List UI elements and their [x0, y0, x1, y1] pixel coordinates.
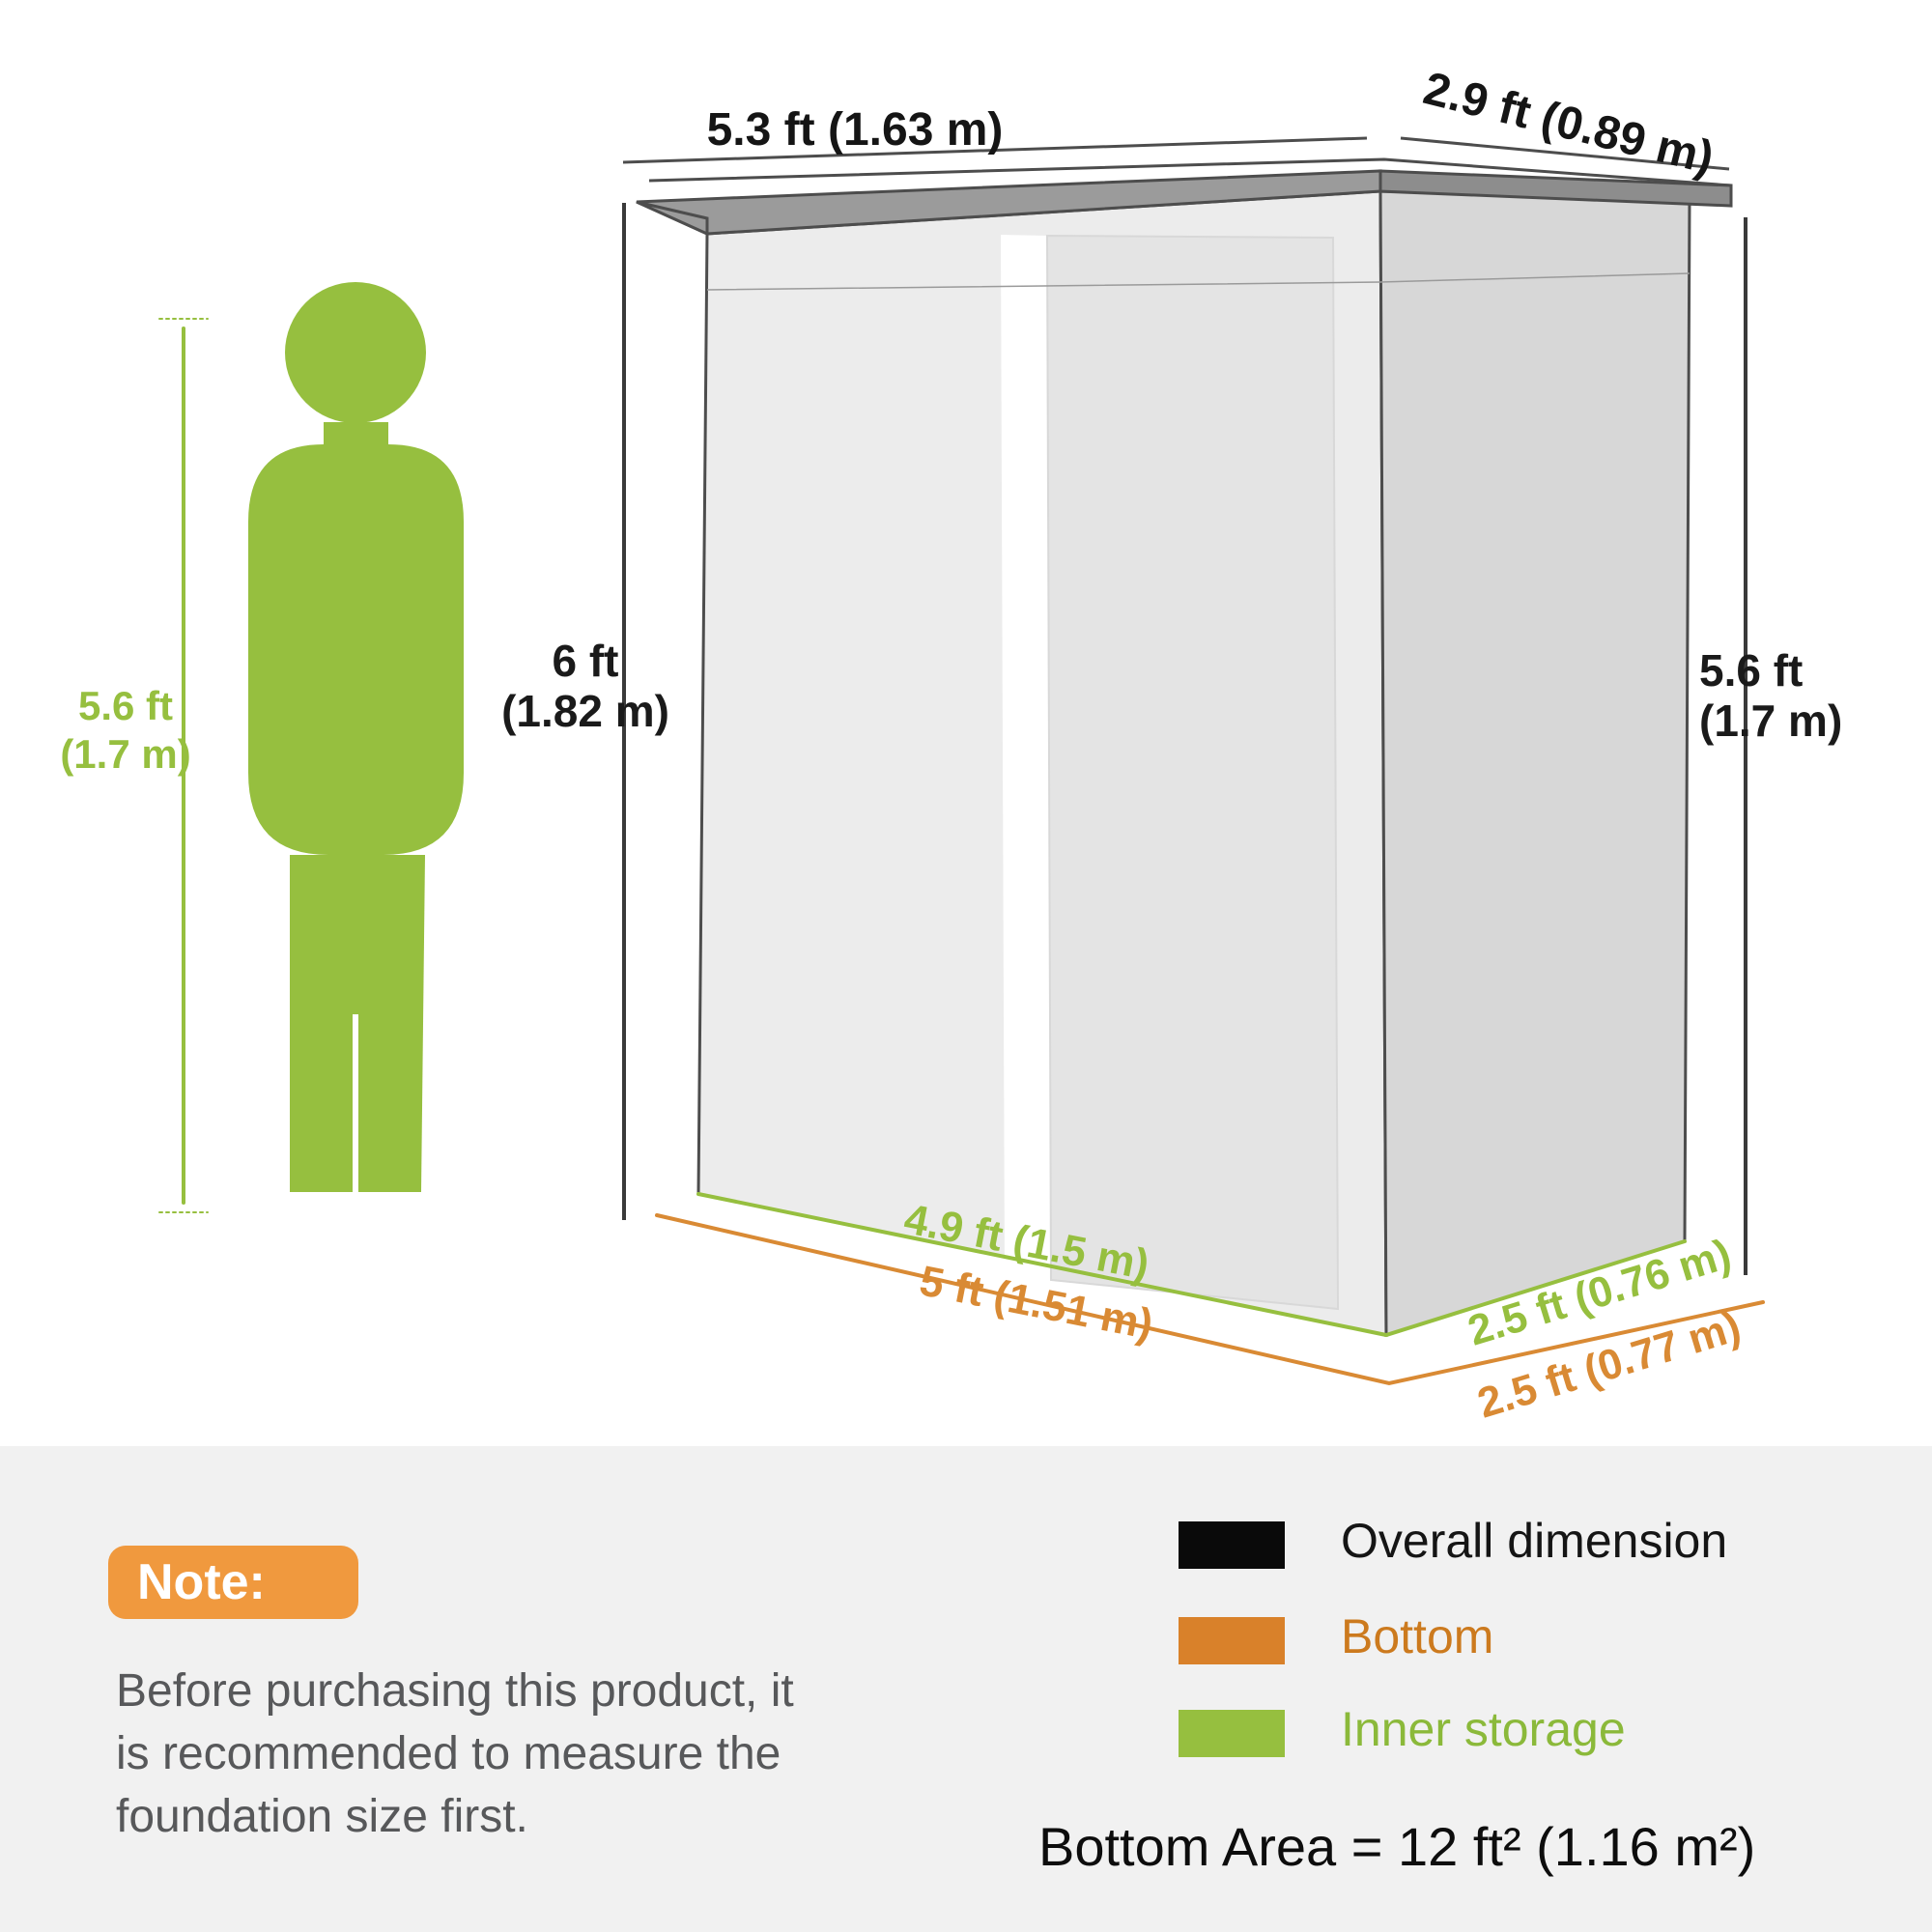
svg-text:foundation size first.: foundation size first. [116, 1791, 528, 1842]
svg-text:(1.7 m): (1.7 m) [1699, 696, 1842, 746]
svg-text:Bottom Area = 12 ft² (1.16 m²): Bottom Area = 12 ft² (1.16 m²) [1038, 1816, 1755, 1877]
svg-text:Note:: Note: [137, 1554, 266, 1610]
svg-text:is recommended to measure the: is recommended to measure the [116, 1728, 781, 1779]
svg-text:5.6 ft: 5.6 ft [78, 683, 173, 728]
svg-text:6 ft: 6 ft [553, 636, 619, 686]
svg-text:5.6 ft: 5.6 ft [1699, 645, 1803, 696]
svg-text:(1.7 m): (1.7 m) [60, 731, 190, 777]
svg-text:5.3 ft (1.63 m): 5.3 ft (1.63 m) [707, 104, 1004, 156]
svg-text:Overall dimension: Overall dimension [1341, 1514, 1727, 1568]
svg-text:(1.82 m): (1.82 m) [501, 686, 669, 736]
svg-text:Bottom: Bottom [1341, 1609, 1493, 1663]
svg-text:Before purchasing this product: Before purchasing this product, it [116, 1665, 794, 1717]
svg-text:Inner storage: Inner storage [1341, 1702, 1626, 1756]
